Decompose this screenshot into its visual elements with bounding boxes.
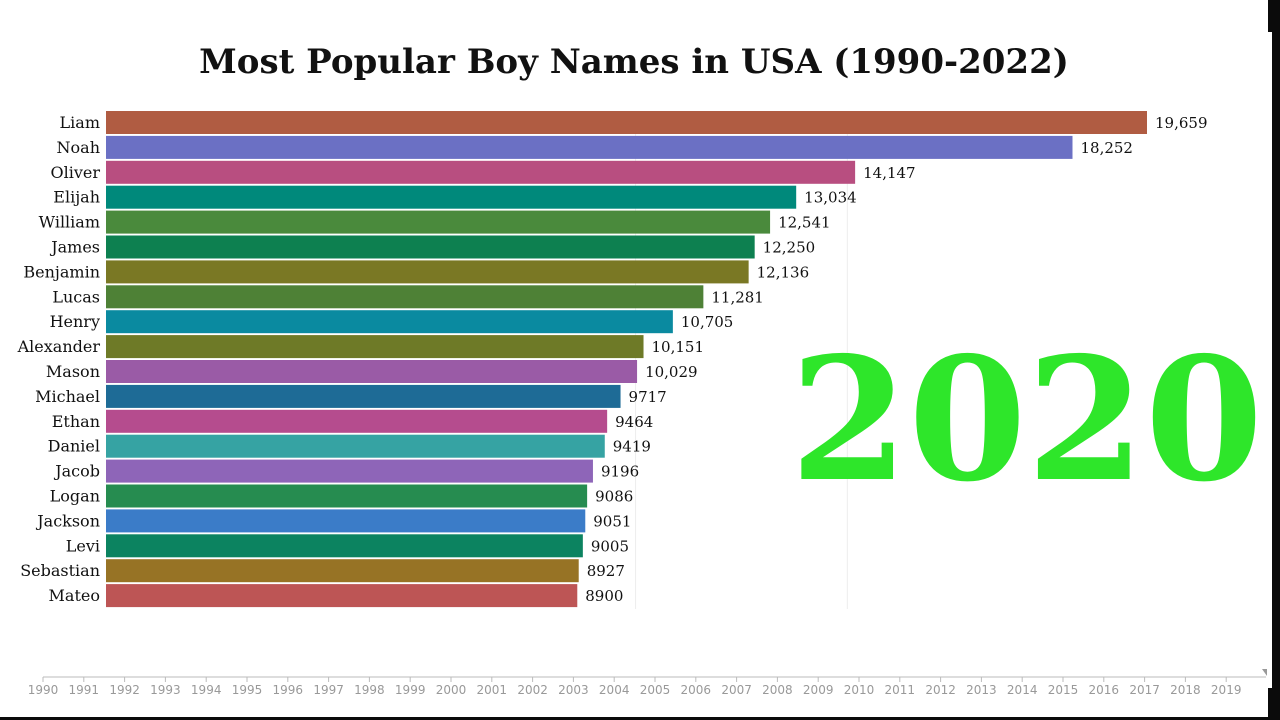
timeline-year-2016[interactable]: 2016 — [1089, 683, 1120, 697]
bottom-frame-edge — [0, 717, 1280, 720]
timeline-year-2011[interactable]: 2011 — [885, 683, 916, 697]
value-label-sebastian: 8927 — [587, 562, 625, 580]
bar-chart: Liam 19,659 Noah 18,252 Oliver 14,147 Elijah 13… — [17, 111, 1208, 609]
bar-oliver — [106, 160, 856, 184]
timeline-year-2004[interactable]: 2004 — [599, 683, 630, 697]
value-label-jacob: 9196 — [601, 463, 639, 481]
timeline-year-1991[interactable]: 1991 — [69, 683, 100, 697]
timeline-year-2014[interactable]: 2014 — [1007, 683, 1038, 697]
bar-elijah — [106, 185, 797, 209]
bar-label-jacob: Jacob — [53, 462, 100, 481]
bar-label-henry: Henry — [50, 312, 100, 331]
value-label-benjamin: 12,136 — [757, 263, 810, 281]
timeline-year-1998[interactable]: 1998 — [354, 683, 385, 697]
value-label-noah: 18,252 — [1080, 139, 1133, 157]
bar-label-lucas: Lucas — [52, 287, 100, 306]
bar-michael — [106, 384, 621, 408]
bar-label-jackson: Jackson — [35, 511, 100, 530]
value-label-oliver: 14,147 — [863, 164, 916, 182]
bar-label-ethan: Ethan — [52, 412, 100, 431]
timeline-year-2018[interactable]: 2018 — [1170, 683, 1201, 697]
value-label-lucas: 11,281 — [711, 288, 764, 306]
value-label-michael: 9717 — [629, 388, 667, 406]
bar-logan — [106, 484, 588, 508]
timeline-year-1990[interactable]: 1990 — [28, 683, 59, 697]
right-frame-edge — [1268, 0, 1280, 720]
bar-label-elijah: Elijah — [53, 188, 100, 207]
timeline-year-1997[interactable]: 1997 — [313, 683, 344, 697]
timeline-year-2007[interactable]: 2007 — [721, 683, 752, 697]
value-label-ethan: 9464 — [615, 413, 653, 431]
bar-label-mateo: Mateo — [49, 586, 100, 605]
timeline-year-1994[interactable]: 1994 — [191, 683, 222, 697]
value-label-liam: 19,659 — [1155, 114, 1208, 132]
bar-label-daniel: Daniel — [48, 437, 100, 456]
timeline-year-2012[interactable]: 2012 — [925, 683, 956, 697]
value-label-mateo: 8900 — [585, 587, 623, 605]
bar-mason — [106, 360, 638, 383]
timeline-year-2000[interactable]: 2000 — [436, 683, 467, 697]
timeline-year-2009[interactable]: 2009 — [803, 683, 834, 697]
bar-label-william: William — [39, 213, 100, 232]
bar-label-benjamin: Benjamin — [23, 262, 100, 281]
timeline-year-2003[interactable]: 2003 — [558, 683, 589, 697]
value-label-daniel: 9419 — [613, 438, 651, 456]
bar-label-alexander: Alexander — [17, 337, 101, 356]
bar-label-mason: Mason — [46, 362, 100, 381]
bar-ethan — [106, 409, 608, 433]
bar-benjamin — [106, 260, 749, 284]
bar-sebastian — [106, 559, 579, 583]
bar-levi — [106, 534, 583, 558]
bar-label-noah: Noah — [57, 138, 100, 157]
value-label-elijah: 13,034 — [804, 189, 857, 207]
value-label-henry: 10,705 — [681, 313, 734, 331]
bar-noah — [106, 135, 1073, 159]
value-label-jackson: 9051 — [593, 512, 631, 530]
timeline-year-2015[interactable]: 2015 — [1048, 683, 1079, 697]
timeline-year-1999[interactable]: 1999 — [395, 683, 426, 697]
timeline-year-2006[interactable]: 2006 — [681, 683, 712, 697]
timeline-handle-icon[interactable] — [1262, 669, 1267, 676]
timeline-year-2005[interactable]: 2005 — [640, 683, 671, 697]
timeline-year-1993[interactable]: 1993 — [150, 683, 181, 697]
timeline-year-2002[interactable]: 2002 — [517, 683, 548, 697]
bar-mateo — [106, 584, 578, 608]
bar-label-sebastian: Sebastian — [20, 561, 100, 580]
bar-alexander — [106, 335, 644, 359]
timeline-year-1995[interactable]: 1995 — [232, 683, 263, 697]
bar-jacob — [106, 459, 593, 483]
bar-lucas — [106, 285, 704, 309]
bar-label-liam: Liam — [60, 113, 100, 132]
timeline-year-2008[interactable]: 2008 — [762, 683, 793, 697]
value-label-james: 12,250 — [763, 239, 816, 257]
timeline-year-2001[interactable]: 2001 — [477, 683, 508, 697]
bar-label-michael: Michael — [35, 387, 100, 406]
value-label-logan: 9086 — [595, 488, 633, 506]
bar-william — [106, 210, 771, 234]
bar-label-oliver: Oliver — [50, 163, 100, 182]
bar-label-levi: Levi — [66, 536, 100, 555]
timeline-year-2019[interactable]: 2019 — [1211, 683, 1242, 697]
year-label: 2020 — [790, 320, 1264, 520]
bar-liam — [106, 111, 1147, 134]
bar-daniel — [106, 434, 605, 458]
bar-label-james: James — [49, 238, 100, 257]
timeline-year-2010[interactable]: 2010 — [844, 683, 875, 697]
value-label-levi: 9005 — [591, 537, 629, 555]
timeline-year-2013[interactable]: 2013 — [966, 683, 997, 697]
page-title: Most Popular Boy Names in USA (1990-2022… — [199, 42, 1069, 82]
value-label-william: 12,541 — [778, 214, 831, 232]
bar-james — [106, 235, 755, 259]
timeline-year-1992[interactable]: 1992 — [109, 683, 140, 697]
timeline-year-1996[interactable]: 1996 — [273, 683, 304, 697]
bar-henry — [106, 310, 673, 334]
value-label-alexander: 10,151 — [652, 338, 705, 356]
bar-label-logan: Logan — [50, 487, 100, 506]
value-label-mason: 10,029 — [645, 363, 698, 381]
timeline-year-2017[interactable]: 2017 — [1129, 683, 1160, 697]
bar-jackson — [106, 509, 586, 533]
